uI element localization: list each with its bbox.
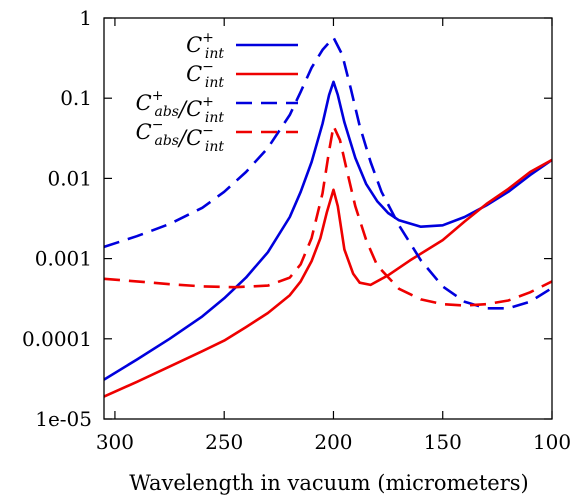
series-line-1 [104,80,552,381]
x-axis-title: Wavelength in vacuum (micrometers) [129,471,529,495]
y-tick-label: 0.1 [60,86,92,110]
x-tick-label: 100 [533,430,571,454]
x-tick-label: 200 [314,430,352,454]
series-line-3 [104,36,552,310]
ticks-layer: 300 250 200 150 100 1e-05 0.0001 0.001 0.01 0.1 1 [22,6,571,454]
series-line-2 [104,158,552,398]
legend-label-4: C− abs/C− int [136,117,225,155]
x-tick-label: 250 [205,430,243,454]
y-tick-label: 0.01 [47,166,92,190]
y-tick-label: 1e-05 [35,407,92,431]
legend-label-1: C+ int [186,30,224,62]
series-line-4 [104,124,552,307]
plot-frame [103,17,553,420]
x-tick-label: 150 [424,430,462,454]
series-layer [104,36,552,398]
x-tick-label: 300 [96,430,134,454]
y-tick-label: 0.0001 [22,327,92,351]
y-tick-label: 0.001 [35,247,92,271]
legend-label-3: C+ abs/C+ int [136,88,225,126]
legend-label-2: C− int [186,59,224,91]
y-tick-label: 1 [79,6,92,30]
